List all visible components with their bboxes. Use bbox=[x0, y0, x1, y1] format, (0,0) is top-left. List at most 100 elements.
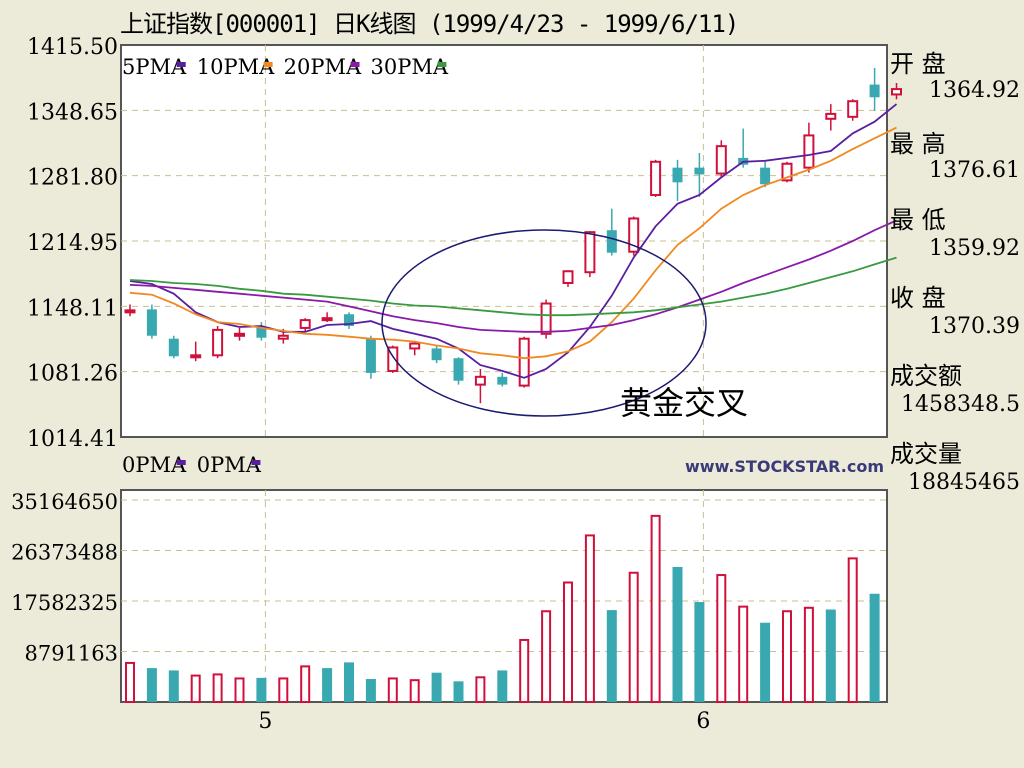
candle-body-up bbox=[277, 334, 289, 340]
volume-bar-up bbox=[300, 665, 311, 704]
side-value: 1376.61 bbox=[929, 158, 1020, 183]
candle-body-up bbox=[299, 319, 311, 329]
legend-label: 30PMA bbox=[371, 55, 449, 79]
candle-body-up bbox=[387, 346, 399, 372]
volume-legend: 0PMA 0PMA bbox=[122, 453, 262, 477]
legend-swatch bbox=[263, 62, 273, 67]
candle-body-up bbox=[321, 317, 333, 322]
volume-bar-up bbox=[278, 677, 289, 703]
candle-body-up bbox=[190, 354, 202, 359]
golden-cross-ellipse bbox=[381, 229, 707, 417]
price-y-tick-label: 1281.80 bbox=[27, 166, 118, 191]
chart-title: 上证指数[000001] 日K线图 (1999/4/23 - 1999/6/11… bbox=[120, 10, 739, 38]
price-y-tick-label: 1014.41 bbox=[27, 427, 118, 452]
volume-bar-down bbox=[672, 567, 683, 702]
volume-y-tick-label: 35164650 bbox=[11, 490, 118, 514]
candle-body-down bbox=[344, 314, 354, 326]
candle-body-up bbox=[409, 342, 421, 350]
volume-bar-up bbox=[212, 673, 223, 704]
volume-bar-up bbox=[782, 610, 792, 704]
side-label: 开 盘 bbox=[890, 50, 946, 78]
candle-body-up bbox=[781, 162, 793, 182]
candle-body-down bbox=[672, 167, 683, 183]
side-label: 收 盘 bbox=[890, 284, 946, 312]
volume-bar-down bbox=[453, 681, 464, 702]
price-y-ticks: 1415.50 1348.65 1281.80 1214.95 1148.11 1081.… bbox=[27, 35, 118, 452]
volume-bar-down bbox=[606, 610, 617, 702]
candle-body-up bbox=[540, 302, 552, 335]
volume-bar-up bbox=[716, 574, 727, 703]
side-label: 成交量 bbox=[890, 440, 962, 468]
candle-body-up bbox=[715, 145, 727, 175]
price-y-tick-label: 1214.95 bbox=[27, 231, 118, 256]
legend-swatch bbox=[251, 460, 261, 465]
volume-bar-up bbox=[519, 638, 530, 704]
volume-bar-up bbox=[628, 571, 639, 703]
ma-line-10pma bbox=[129, 126, 897, 360]
candle-body-down bbox=[146, 309, 157, 336]
candle-body-up bbox=[474, 375, 486, 386]
volume-y-tick-label: 26373488 bbox=[11, 541, 118, 565]
candle-body-up bbox=[803, 134, 815, 169]
legend-label: 20PMA bbox=[284, 55, 362, 79]
volume-bar-up bbox=[803, 606, 814, 703]
price-y-tick-label: 1415.50 bbox=[27, 35, 118, 60]
candle-body-down bbox=[869, 84, 880, 98]
candle-body-up bbox=[124, 309, 136, 314]
candles bbox=[124, 67, 902, 404]
volume-bar-up bbox=[475, 676, 486, 704]
candle-body-up bbox=[847, 100, 859, 118]
volume-bar-up bbox=[125, 661, 135, 704]
side-label: 成交额 bbox=[890, 362, 962, 390]
volume-bar-up bbox=[387, 677, 398, 703]
price-grid bbox=[121, 45, 887, 437]
volume-bar-down bbox=[344, 662, 354, 702]
candle-body-up bbox=[562, 270, 574, 284]
side-value: 1458348.5 bbox=[901, 392, 1020, 417]
volume-bar-up bbox=[541, 610, 552, 704]
volume-bar-down bbox=[497, 670, 508, 702]
legend-label: 10PMA bbox=[197, 55, 275, 79]
x-tick-label: 6 bbox=[696, 709, 710, 734]
x-tick-label: 5 bbox=[258, 709, 272, 734]
legend-swatch bbox=[176, 62, 186, 67]
price-y-tick-label: 1348.65 bbox=[27, 100, 118, 125]
side-value: 1359.92 bbox=[929, 236, 1020, 261]
side-label: 最 低 bbox=[890, 206, 946, 234]
candle-body-down bbox=[365, 338, 376, 373]
candle-body-up bbox=[891, 88, 902, 96]
legend-swatch bbox=[437, 62, 447, 67]
candle-body-up bbox=[825, 112, 837, 120]
candle-body-down bbox=[694, 167, 705, 175]
candle-body-down bbox=[431, 348, 442, 361]
candle-body-up bbox=[234, 332, 245, 337]
side-label: 最 高 bbox=[890, 130, 946, 158]
volume-bar-up bbox=[847, 557, 858, 704]
candle-body-down bbox=[760, 167, 771, 185]
volume-bar-down bbox=[322, 668, 333, 702]
legend-label: 5PMA bbox=[122, 55, 187, 79]
candle-body-up bbox=[518, 337, 530, 387]
legend-swatch bbox=[176, 460, 186, 465]
moving-average-lines bbox=[129, 103, 898, 379]
watermark: www.STOCKSTAR.com bbox=[685, 457, 884, 476]
ma-line-30pma bbox=[129, 256, 897, 317]
volume-y-tick-label: 8791163 bbox=[24, 642, 118, 666]
side-value: 1370.39 bbox=[929, 314, 1020, 339]
candle-body-down bbox=[453, 358, 464, 381]
volume-bar-down bbox=[869, 593, 880, 702]
volume-bar-down bbox=[256, 677, 267, 702]
legend-label: 0PMA bbox=[122, 453, 187, 477]
legend-label: 0PMA bbox=[197, 453, 262, 477]
candle-body-down bbox=[606, 230, 617, 253]
volume-y-tick-label: 17582325 bbox=[11, 591, 118, 615]
candle-body-up bbox=[628, 217, 640, 253]
volume-bar-down bbox=[825, 609, 836, 702]
volume-bar-down bbox=[431, 672, 442, 702]
volume-bar-up bbox=[584, 534, 595, 703]
volume-plot-area bbox=[120, 489, 888, 703]
legend-swatch bbox=[350, 62, 360, 67]
volume-bars bbox=[125, 514, 880, 704]
volume-bar-down bbox=[694, 602, 705, 702]
